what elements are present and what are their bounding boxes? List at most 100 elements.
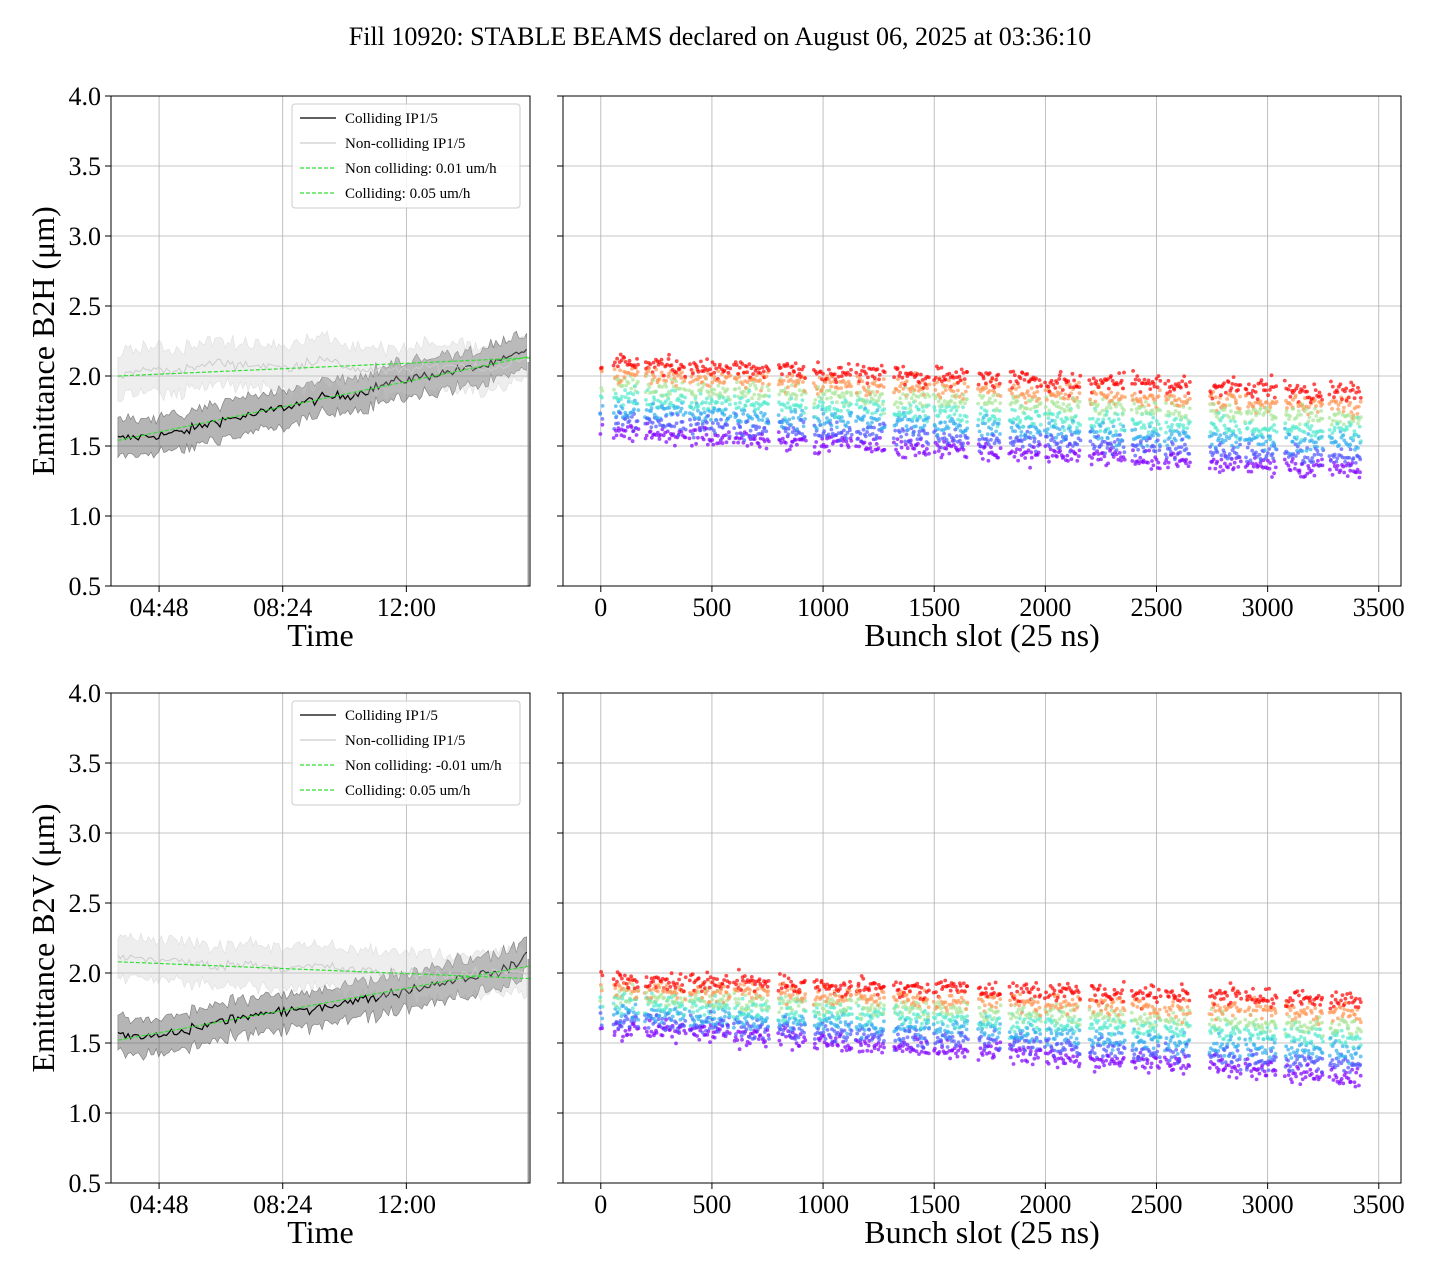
scatter-point [1337, 443, 1341, 448]
scatter-point [862, 414, 866, 419]
scatter-point [766, 402, 770, 406]
scatter-point [709, 418, 713, 422]
axes-frame [110, 95, 531, 587]
scatter-point [1345, 474, 1350, 478]
scatter-point [989, 437, 993, 442]
scatter-point [837, 438, 842, 443]
scatter-point [994, 429, 998, 434]
scatter-point [757, 994, 762, 998]
y-tick-label: 1.0 [69, 1099, 102, 1128]
scatter-point [755, 415, 760, 419]
scatter-point [1015, 399, 1020, 404]
scatter-point [627, 1025, 632, 1029]
scatter-point [757, 977, 762, 982]
scatter-point [1011, 420, 1016, 425]
scatter-point [617, 1007, 622, 1011]
scatter-point [1118, 433, 1122, 437]
scatter-point [1148, 387, 1153, 391]
scatter-point [1072, 378, 1076, 383]
scatter-point [756, 441, 761, 446]
scatter-point [1187, 452, 1192, 456]
scatter-point [819, 397, 824, 401]
scatter-point [927, 375, 931, 380]
scatter-point [895, 437, 900, 441]
scatter-point [1228, 462, 1233, 467]
scatter-point [744, 1027, 749, 1032]
scatter-point [787, 447, 792, 452]
scatter-point [698, 375, 703, 380]
scatter-point [635, 370, 640, 374]
scatter-point [1257, 452, 1262, 457]
scatter-point [957, 374, 962, 379]
scatter-point [1222, 450, 1227, 455]
scatter-point [683, 374, 687, 379]
scatter-point [748, 428, 753, 433]
scatter-point [1310, 468, 1314, 473]
scatter-point [1075, 442, 1080, 447]
scatter-point [1132, 401, 1137, 406]
scatter-point [678, 996, 683, 1000]
scatter-point [1029, 450, 1034, 455]
scatter-point [786, 401, 790, 405]
scatter-point [741, 389, 746, 394]
scatter-point [894, 1028, 899, 1032]
scatter-point [1067, 424, 1072, 428]
scatter-point [1319, 409, 1324, 413]
scatter-point [620, 406, 625, 411]
scatter-point [926, 1020, 931, 1025]
scatter-point [1186, 391, 1191, 396]
scatter-point [741, 433, 746, 438]
scatter-point [690, 1005, 695, 1009]
scatter-point [977, 437, 982, 442]
scatter-point [655, 430, 660, 435]
scatter-point [693, 993, 698, 998]
scatter-point [1261, 435, 1265, 440]
scatter-point [1247, 441, 1251, 446]
scatter-point [873, 981, 877, 986]
scatter-point [979, 433, 984, 438]
scatter-point [699, 412, 703, 416]
scatter-point [1045, 434, 1049, 439]
scatter-point [923, 1025, 927, 1030]
scatter-point [1061, 402, 1066, 406]
plot-area [117, 330, 530, 586]
scatter-point [660, 1033, 665, 1038]
scatter-point [762, 426, 767, 430]
scatter-point [1046, 384, 1051, 389]
scatter-point [838, 395, 843, 400]
scatter-point [700, 385, 705, 390]
scatter-point [751, 372, 755, 376]
scatter-point [648, 429, 653, 434]
scatter-point [1250, 448, 1255, 453]
scatter-point [670, 1014, 675, 1019]
scatter-point [872, 376, 877, 380]
scatter-point [1352, 396, 1357, 401]
scatter-point [899, 445, 904, 450]
scatter-point [740, 1037, 744, 1042]
y-tick-label: 0.5 [69, 572, 102, 601]
scatter-point [1101, 421, 1106, 425]
y-tick-label: 3.0 [69, 222, 102, 251]
scatter-point [1115, 391, 1120, 396]
scatter-point [1077, 385, 1082, 389]
scatter-point [1184, 413, 1188, 418]
scatter-point [621, 383, 625, 388]
scatter-point [659, 370, 664, 375]
scatter-point [665, 977, 669, 981]
scatter-point [865, 421, 870, 426]
scatter-point [956, 380, 960, 385]
scatter-point [1138, 455, 1143, 460]
scatter-point [1309, 424, 1314, 428]
scatter-point [1215, 450, 1220, 455]
x-axis-title: Bunch slot (25 ns) [864, 617, 1100, 653]
scatter-point [740, 395, 744, 400]
scatter-point [598, 412, 603, 416]
scatter-point [1256, 433, 1260, 438]
scatter-point [1348, 447, 1353, 452]
scatter-point [1135, 443, 1139, 447]
scatter-point [1288, 468, 1293, 473]
scatter-point [796, 380, 801, 385]
scatter-point [1129, 407, 1134, 412]
scatter-point [845, 370, 850, 375]
scatter-point [941, 374, 946, 379]
